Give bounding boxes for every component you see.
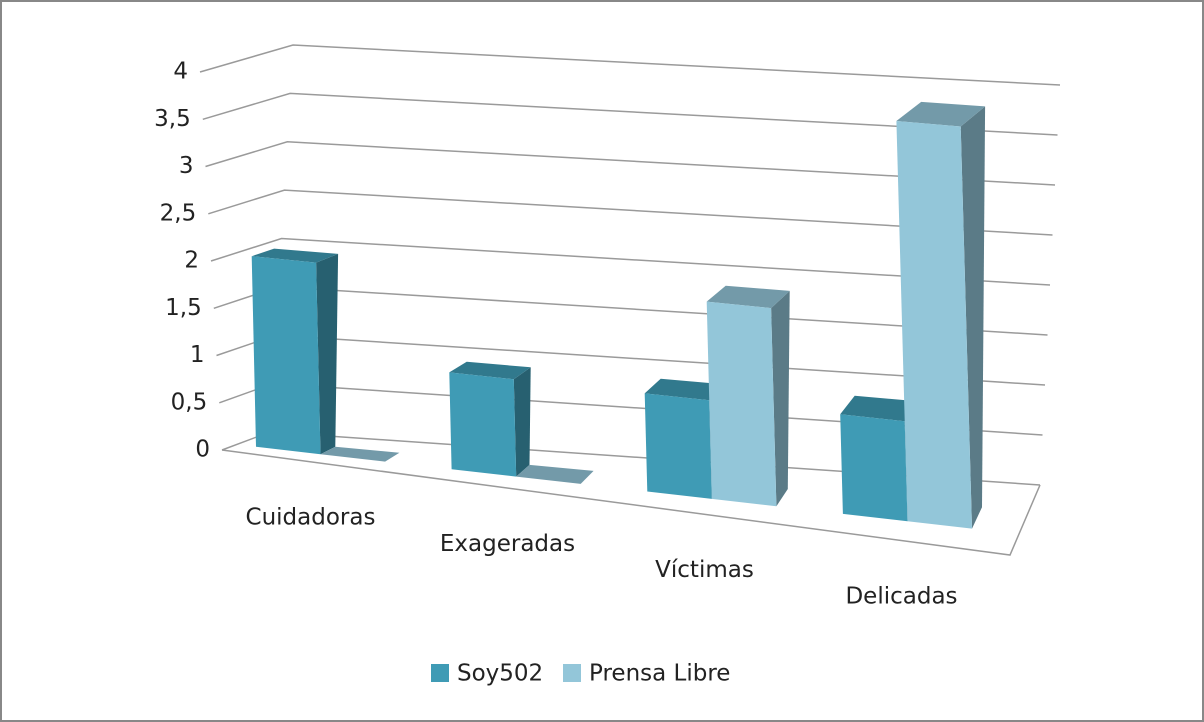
legend-swatch bbox=[431, 664, 449, 682]
x-tick-label: Exageradas bbox=[440, 531, 575, 557]
bar-side bbox=[316, 253, 339, 455]
bar bbox=[896, 101, 986, 529]
y-tick-label: 1 bbox=[190, 342, 205, 368]
legend-swatch bbox=[563, 664, 581, 682]
bar bbox=[320, 446, 400, 462]
legend-label: Prensa Libre bbox=[589, 661, 730, 687]
y-tick-label: 0,5 bbox=[171, 389, 208, 415]
x-tick-label: Víctimas bbox=[655, 557, 754, 583]
bar-top bbox=[896, 101, 986, 127]
grid-line bbox=[199, 44, 1061, 86]
y-tick-label: 3 bbox=[179, 153, 194, 179]
bar-side bbox=[960, 106, 986, 529]
bar-top bbox=[644, 378, 725, 401]
y-tick-label: 4 bbox=[173, 59, 188, 85]
bar bbox=[516, 464, 594, 484]
bar-side bbox=[771, 290, 790, 507]
y-tick-label: 2,5 bbox=[160, 200, 197, 226]
grid-line bbox=[205, 141, 1056, 186]
bar-top bbox=[251, 248, 339, 263]
bar-front bbox=[840, 414, 908, 522]
bar-side bbox=[513, 367, 531, 477]
bar bbox=[251, 248, 339, 455]
bar-front bbox=[251, 256, 321, 455]
bar-top bbox=[840, 395, 919, 422]
grid-line bbox=[208, 189, 1053, 236]
grid-line bbox=[210, 237, 1051, 286]
bar-front bbox=[706, 301, 777, 507]
legend-label: Soy502 bbox=[457, 661, 543, 687]
bar-top bbox=[320, 446, 400, 462]
y-tick-label: 0 bbox=[195, 437, 210, 463]
bar-front bbox=[644, 393, 712, 499]
bar-top bbox=[449, 361, 531, 380]
x-tick-label: Cuidadoras bbox=[246, 505, 376, 531]
bar bbox=[706, 285, 790, 507]
bar-front bbox=[449, 372, 517, 477]
floor-edge bbox=[221, 449, 1041, 556]
y-tick-label: 1,5 bbox=[165, 295, 202, 321]
y-tick-label: 2 bbox=[184, 248, 199, 274]
labels: 0 0,5 1 1,5 2 2,5 3 3,5 4 Cuidadoras Exageradas Víc… bbox=[154, 59, 957, 687]
bar-top bbox=[516, 464, 594, 484]
bar-top bbox=[706, 285, 790, 309]
bar-front bbox=[896, 121, 972, 529]
bar bbox=[449, 361, 531, 477]
x-tick-label: Delicadas bbox=[845, 583, 957, 609]
y-tick-label: 3,5 bbox=[154, 106, 191, 132]
bars bbox=[251, 101, 986, 529]
grid-line bbox=[202, 92, 1058, 136]
